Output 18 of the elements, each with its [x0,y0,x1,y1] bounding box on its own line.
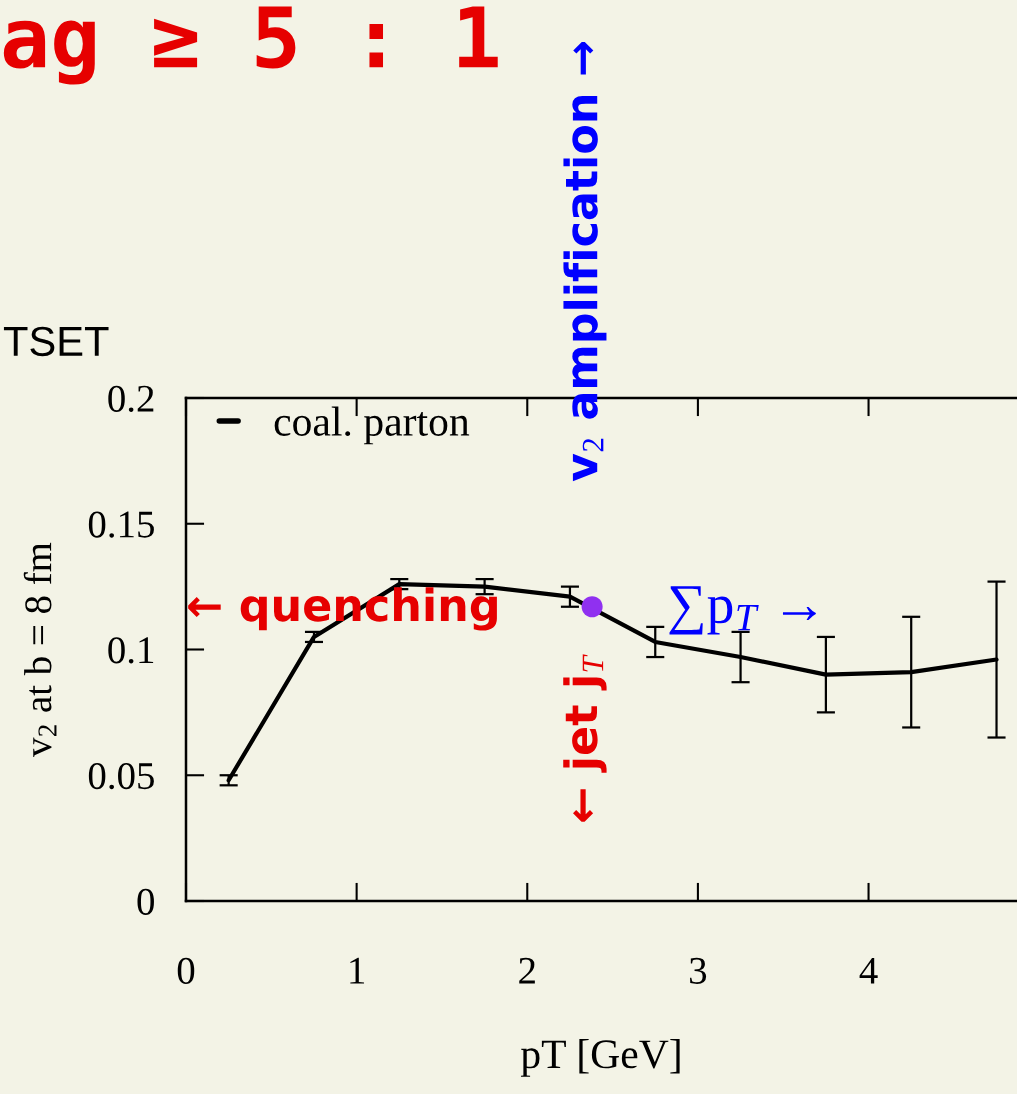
y-tick-label: 0.2 [108,385,154,413]
x-tick-label: 4 [859,957,878,984]
y-tick-label: 0.05 [88,762,154,790]
x-axis-title: pT [GeV] [520,1039,680,1077]
y-tick-label: 0.15 [88,511,154,538]
y-tick-label: 0.1 [108,637,154,664]
x-tick-label: 2 [519,957,535,984]
annotation: ∑p$_{T}$ → [669,586,816,635]
text: TSET [3,326,109,357]
x-tick-label: 1 [350,957,365,984]
chart-title: ag ≥ 5 : 1 [3,6,498,85]
y-tick-label: 0 [137,888,154,915]
legend-label: coal. parton [274,406,470,445]
x-tick-label: 3 [690,957,707,984]
annotation: v$_{2}$ amplification → [563,41,607,482]
annotation: ← jet j$_{T}$ [563,654,607,822]
y-axis-title: v$_{2}$ at b = 8 fm [23,542,57,758]
x-tick-label: 0 [177,957,195,984]
